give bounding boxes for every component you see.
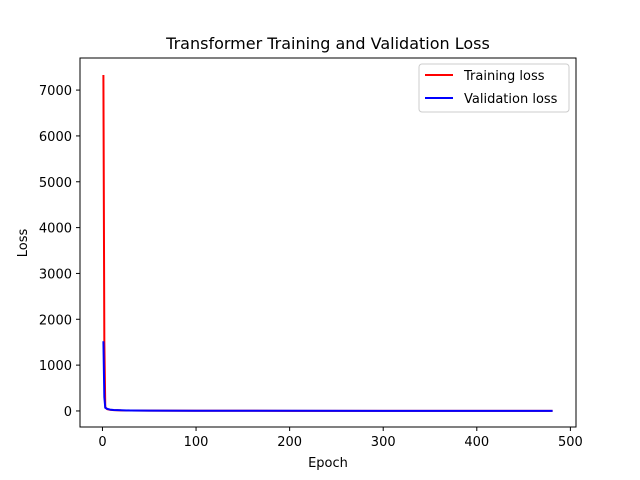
x-tick-label: 200 xyxy=(277,435,302,450)
series-layer xyxy=(102,74,553,412)
y-tick-label: 6000 xyxy=(39,130,72,145)
x-axis-ticks: 0 100 200 300 400 500 xyxy=(98,427,583,450)
legend-label-validation: Validation loss xyxy=(464,92,558,107)
plot-frame xyxy=(79,57,577,428)
y-axis-ticks: 0 1000 2000 3000 4000 5000 6000 7000 xyxy=(39,84,80,420)
x-tick-label: 300 xyxy=(371,435,396,450)
legend-label-training: Training loss xyxy=(463,69,545,84)
x-tick-label: 500 xyxy=(558,435,583,450)
y-tick-label: 3000 xyxy=(39,267,72,282)
y-tick-label: 2000 xyxy=(39,313,72,328)
x-tick-label: 0 xyxy=(98,435,106,450)
y-tick-label: 7000 xyxy=(39,84,72,99)
y-tick-label: 0 xyxy=(64,405,72,420)
y-tick-label: 1000 xyxy=(39,359,72,374)
x-axis-label: Epoch xyxy=(308,456,348,471)
x-tick-label: 100 xyxy=(184,435,209,450)
y-tick-label: 5000 xyxy=(39,176,72,191)
y-axis-label: Loss xyxy=(16,229,31,258)
x-tick-label: 400 xyxy=(464,435,489,450)
series-line-validation-loss xyxy=(102,341,553,412)
legend: Training loss Validation loss xyxy=(418,63,570,113)
y-tick-label: 4000 xyxy=(39,222,72,237)
legend-box xyxy=(418,63,570,113)
chart-title: Transformer Training and Validation Loss xyxy=(165,34,490,53)
